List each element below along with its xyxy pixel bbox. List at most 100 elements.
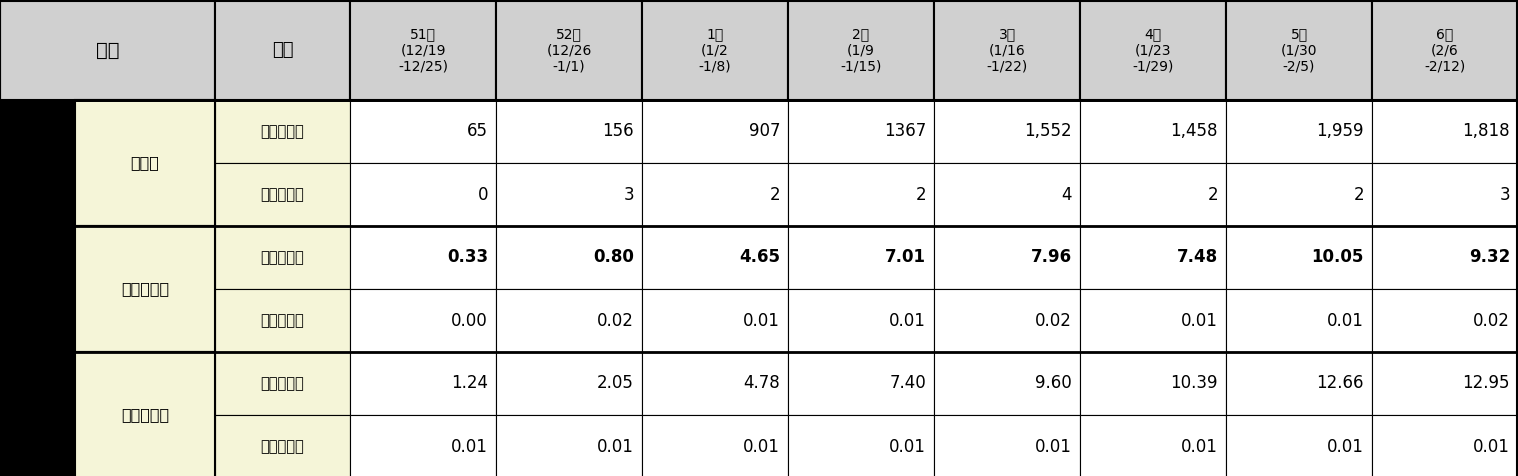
Bar: [216, 289, 351, 352]
Text: 0.01: 0.01: [597, 437, 635, 456]
Text: 52週
(12/26
-1/1): 52週 (12/26 -1/1): [546, 27, 592, 73]
Text: 156: 156: [603, 122, 635, 140]
Bar: [934, 0, 1079, 100]
Bar: [642, 100, 788, 163]
Bar: [74, 100, 216, 226]
Text: 0.00: 0.00: [451, 311, 487, 329]
Text: 今シーズン: 今シーズン: [261, 124, 305, 139]
Bar: [1372, 163, 1518, 226]
Bar: [496, 289, 642, 352]
Text: 2: 2: [1207, 186, 1217, 204]
Bar: [1227, 0, 1372, 100]
Text: 2.05: 2.05: [597, 375, 635, 393]
Bar: [0, 415, 74, 476]
Text: 2: 2: [1354, 186, 1365, 204]
Bar: [216, 352, 351, 415]
Bar: [1372, 226, 1518, 289]
Text: 0.33: 0.33: [446, 248, 487, 267]
Text: 今シーズン: 今シーズン: [261, 250, 305, 265]
Bar: [0, 0, 216, 100]
Bar: [351, 163, 496, 226]
Bar: [496, 352, 642, 415]
Text: 51週
(12/19
-12/25): 51週 (12/19 -12/25): [398, 27, 448, 73]
Bar: [496, 226, 642, 289]
Bar: [216, 163, 351, 226]
Bar: [0, 352, 74, 415]
Text: 1週
(1/2
-1/8): 1週 (1/2 -1/8): [698, 27, 732, 73]
Bar: [934, 289, 1079, 352]
Text: 0.02: 0.02: [1472, 311, 1510, 329]
Text: 3: 3: [624, 186, 635, 204]
Bar: [496, 0, 642, 100]
Text: 4.65: 4.65: [739, 248, 780, 267]
Bar: [351, 226, 496, 289]
Bar: [642, 352, 788, 415]
Bar: [1079, 163, 1227, 226]
Bar: [1372, 352, 1518, 415]
Bar: [1227, 163, 1372, 226]
Text: 1,959: 1,959: [1316, 122, 1365, 140]
Bar: [496, 100, 642, 163]
Text: 1,818: 1,818: [1462, 122, 1510, 140]
Text: 時点: 時点: [272, 41, 293, 59]
Bar: [788, 415, 934, 476]
Text: 昨シーズン: 昨シーズン: [261, 313, 305, 328]
Bar: [642, 0, 788, 100]
Bar: [216, 0, 351, 100]
Bar: [788, 100, 934, 163]
Bar: [1227, 415, 1372, 476]
Text: 0.01: 0.01: [1035, 437, 1072, 456]
Text: 65: 65: [468, 122, 487, 140]
Bar: [216, 415, 351, 476]
Bar: [74, 352, 216, 476]
Text: 今シーズン: 今シーズン: [261, 376, 305, 391]
Bar: [351, 100, 496, 163]
Bar: [788, 0, 934, 100]
Bar: [788, 289, 934, 352]
Text: 0.01: 0.01: [890, 311, 926, 329]
Text: 0: 0: [478, 186, 487, 204]
Bar: [351, 289, 496, 352]
Bar: [1079, 352, 1227, 415]
Bar: [351, 415, 496, 476]
Bar: [496, 415, 642, 476]
Bar: [74, 226, 216, 352]
Text: 区分: 区分: [96, 40, 120, 60]
Bar: [1079, 100, 1227, 163]
Bar: [788, 163, 934, 226]
Text: 昨シーズン: 昨シーズン: [261, 439, 305, 454]
Bar: [1079, 289, 1227, 352]
Text: 0.01: 0.01: [1181, 311, 1217, 329]
Text: 1,458: 1,458: [1170, 122, 1217, 140]
Text: 0.01: 0.01: [1472, 437, 1510, 456]
Text: 6週
(2/6
-2/12): 6週 (2/6 -2/12): [1424, 27, 1465, 73]
Bar: [788, 352, 934, 415]
Text: 9.60: 9.60: [1035, 375, 1072, 393]
Bar: [216, 226, 351, 289]
Bar: [1372, 100, 1518, 163]
Text: 定点あたり: 定点あたり: [121, 281, 168, 297]
Bar: [1227, 226, 1372, 289]
Text: 0.80: 0.80: [594, 248, 635, 267]
Bar: [934, 163, 1079, 226]
Text: 7.96: 7.96: [1031, 248, 1072, 267]
Bar: [351, 352, 496, 415]
Text: 7.40: 7.40: [890, 375, 926, 393]
Text: 0.01: 0.01: [1327, 437, 1365, 456]
Bar: [934, 100, 1079, 163]
Text: 10.39: 10.39: [1170, 375, 1217, 393]
Bar: [496, 163, 642, 226]
Bar: [0, 289, 74, 352]
Text: 10.05: 10.05: [1312, 248, 1365, 267]
Text: 0.01: 0.01: [744, 437, 780, 456]
Text: 4週
(1/23
-1/29): 4週 (1/23 -1/29): [1132, 27, 1173, 73]
Text: 定点あたり: 定点あたり: [121, 407, 168, 423]
Text: 9.32: 9.32: [1469, 248, 1510, 267]
Text: 2週
(1/9
-1/15): 2週 (1/9 -1/15): [841, 27, 882, 73]
Text: 0.01: 0.01: [1327, 311, 1365, 329]
Text: 患者数: 患者数: [131, 156, 159, 170]
Text: 1,552: 1,552: [1025, 122, 1072, 140]
Text: 0.01: 0.01: [1181, 437, 1217, 456]
Text: 5週
(1/30
-2/5): 5週 (1/30 -2/5): [1281, 27, 1318, 73]
Text: 0.01: 0.01: [451, 437, 487, 456]
